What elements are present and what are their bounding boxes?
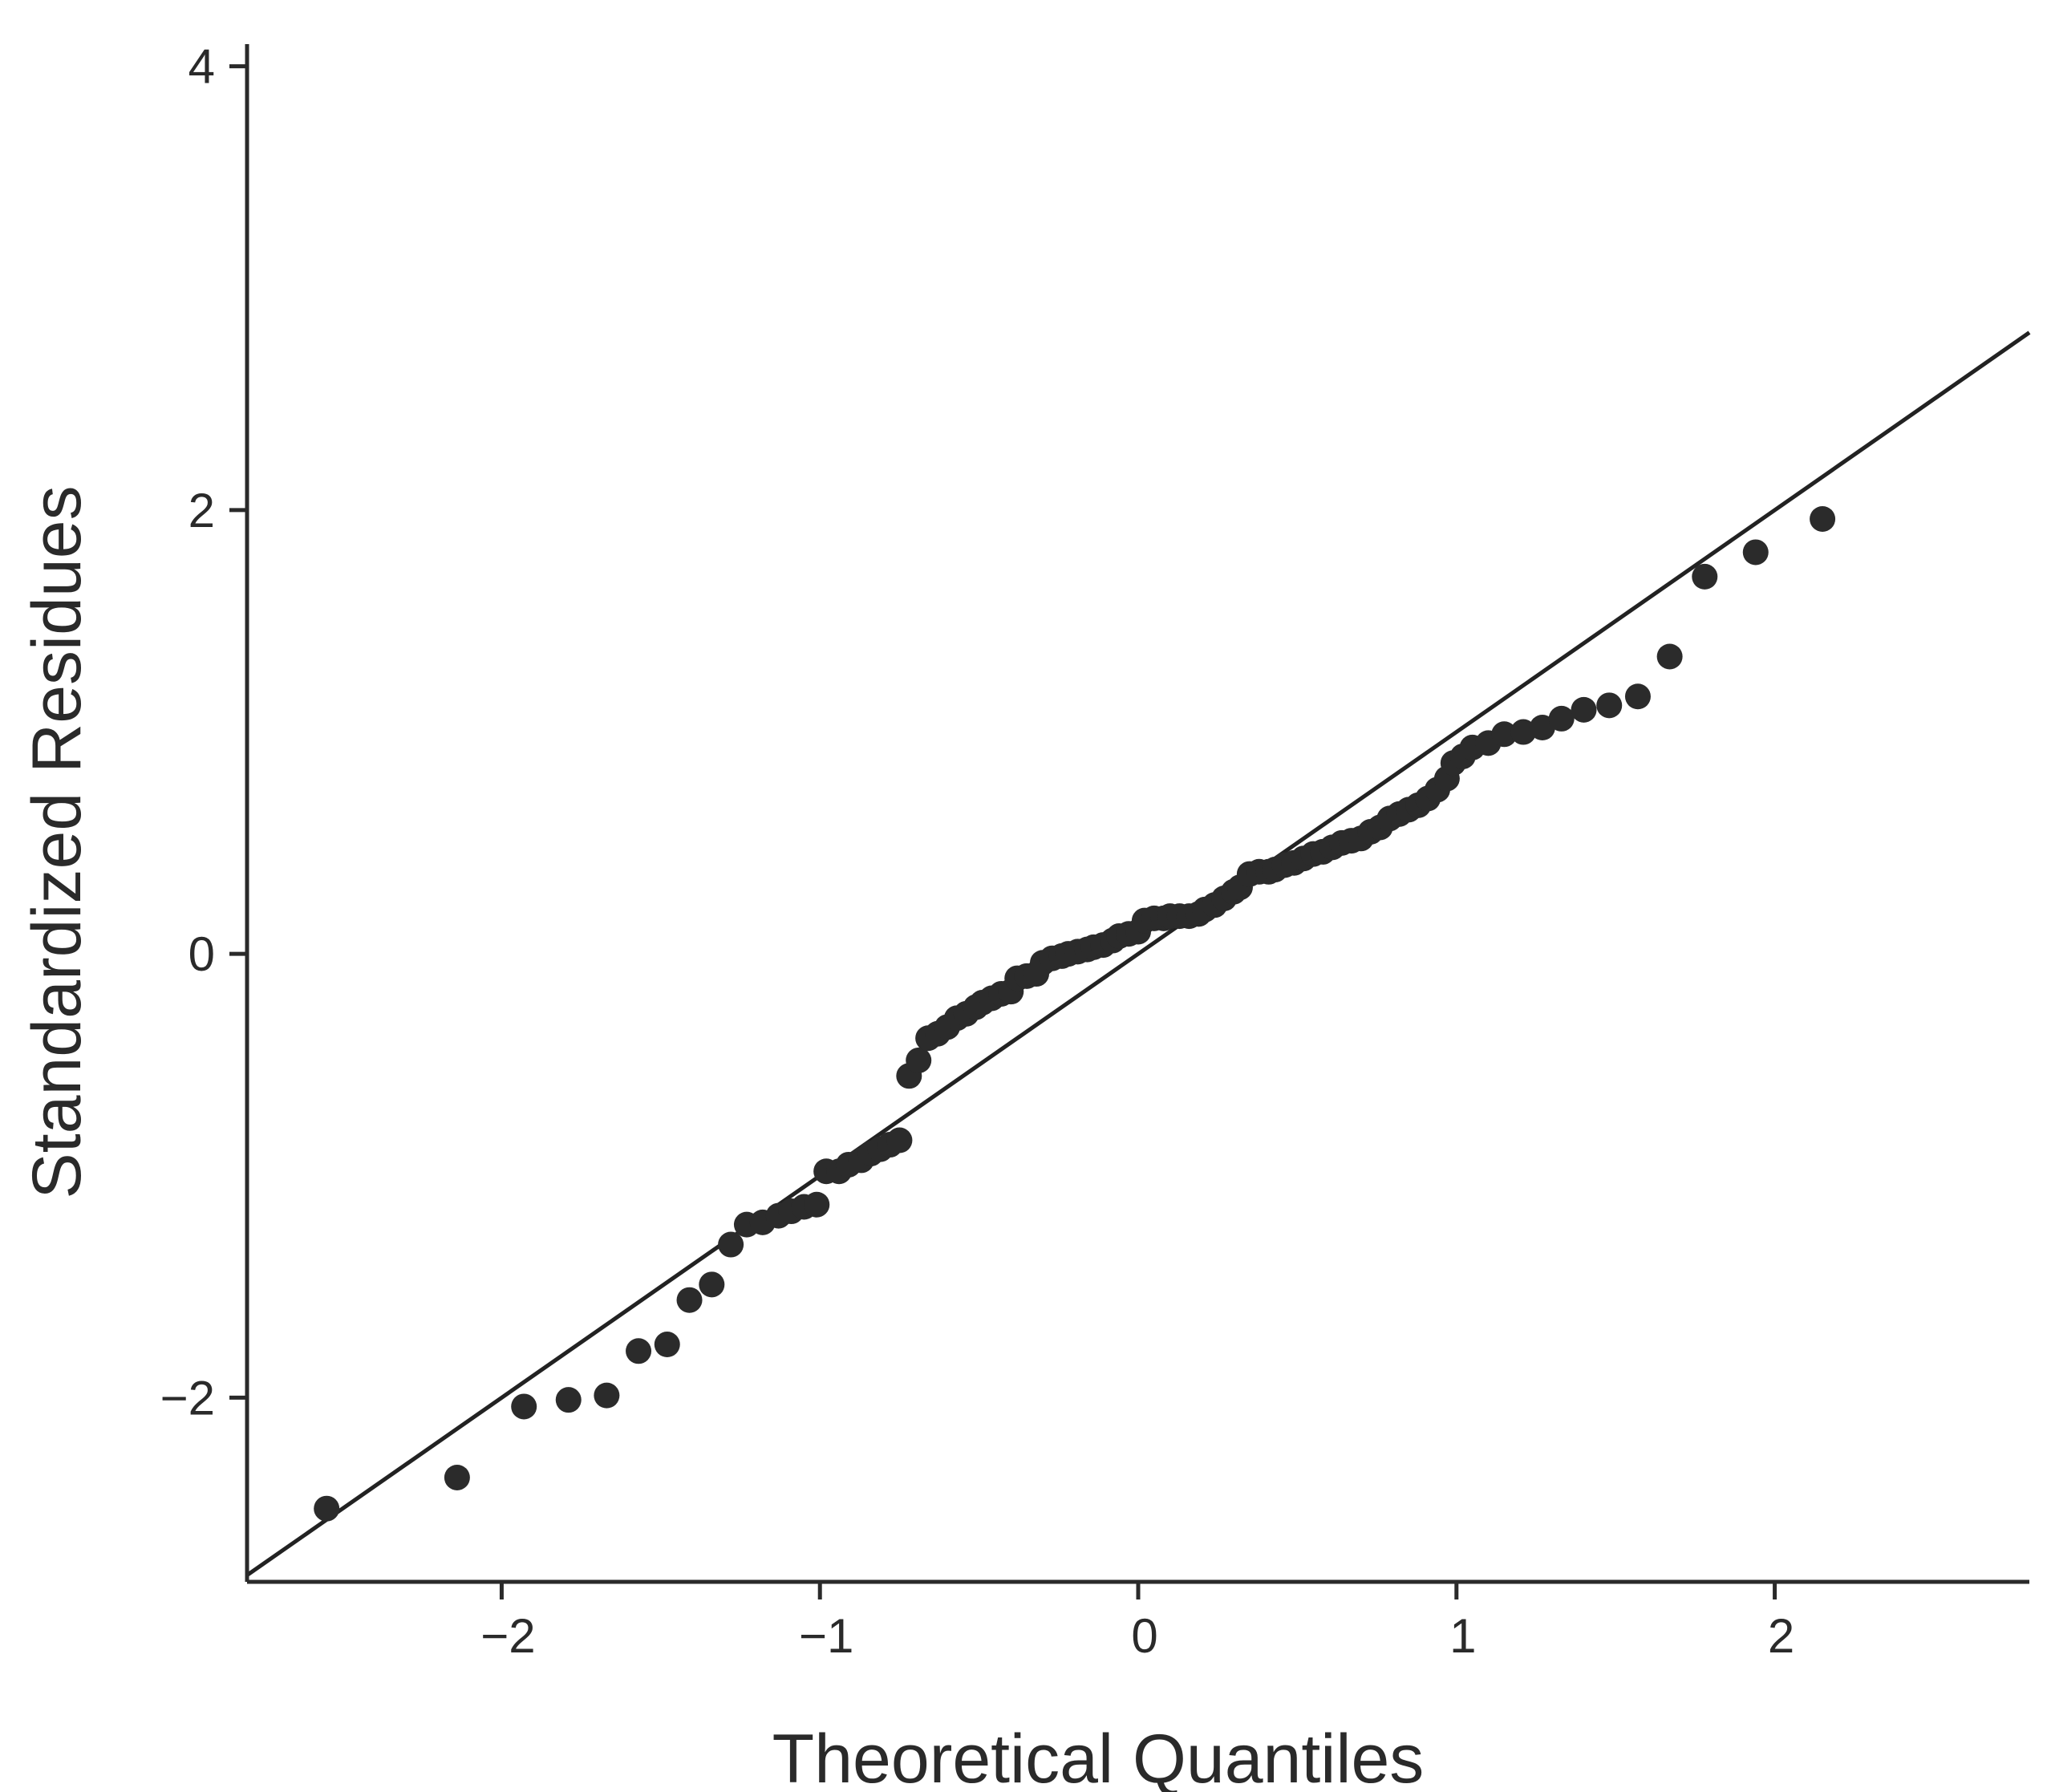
- data-point: [654, 1332, 680, 1358]
- x-tick-label: 1: [1449, 1609, 1476, 1663]
- data-point: [594, 1382, 620, 1409]
- data-point: [444, 1464, 470, 1490]
- data-point: [699, 1271, 725, 1298]
- data-point: [1624, 683, 1651, 710]
- data-point: [906, 1047, 932, 1073]
- x-tick-label: 0: [1131, 1609, 1157, 1663]
- x-tick-label: −1: [799, 1609, 853, 1663]
- y-tick-label: 2: [188, 484, 215, 537]
- data-point: [1548, 705, 1575, 732]
- x-axis-title: Theoretical Quantiles: [772, 1721, 1425, 1792]
- data-point: [1491, 721, 1518, 748]
- data-points: [314, 505, 1836, 1522]
- reference-line: [245, 330, 2031, 1577]
- data-point: [511, 1393, 537, 1420]
- data-point: [676, 1287, 703, 1313]
- y-axis-title: Standardized Residues: [18, 485, 95, 1198]
- data-point: [314, 1495, 340, 1522]
- data-point: [718, 1231, 744, 1258]
- y-tick-label: 4: [188, 40, 215, 94]
- data-point: [1810, 505, 1836, 532]
- data-point: [1656, 643, 1683, 670]
- x-tick-label: 2: [1768, 1609, 1794, 1663]
- data-point: [1529, 715, 1555, 740]
- y-tick-label: 0: [188, 927, 215, 981]
- data-point: [626, 1338, 652, 1364]
- data-point: [804, 1191, 830, 1218]
- data-point: [555, 1387, 582, 1413]
- x-tick-label: −2: [480, 1609, 535, 1663]
- y-tick-label: −2: [160, 1371, 215, 1425]
- x-ticks: −2 −1 0 1 2: [480, 1582, 1794, 1663]
- data-point: [886, 1127, 913, 1153]
- data-point: [1596, 692, 1623, 719]
- data-point: [1742, 539, 1769, 566]
- y-ticks: −2 0 2 4: [160, 40, 247, 1425]
- data-point: [1692, 563, 1718, 590]
- data-point: [1571, 696, 1597, 723]
